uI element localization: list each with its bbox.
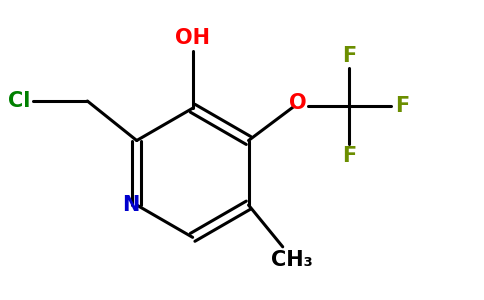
- Text: Cl: Cl: [8, 91, 30, 111]
- Text: CH₃: CH₃: [271, 250, 313, 271]
- Text: F: F: [342, 146, 356, 167]
- Text: O: O: [289, 93, 307, 113]
- Text: OH: OH: [175, 28, 210, 48]
- Text: N: N: [122, 195, 139, 215]
- Text: F: F: [395, 96, 410, 116]
- Text: F: F: [342, 46, 356, 66]
